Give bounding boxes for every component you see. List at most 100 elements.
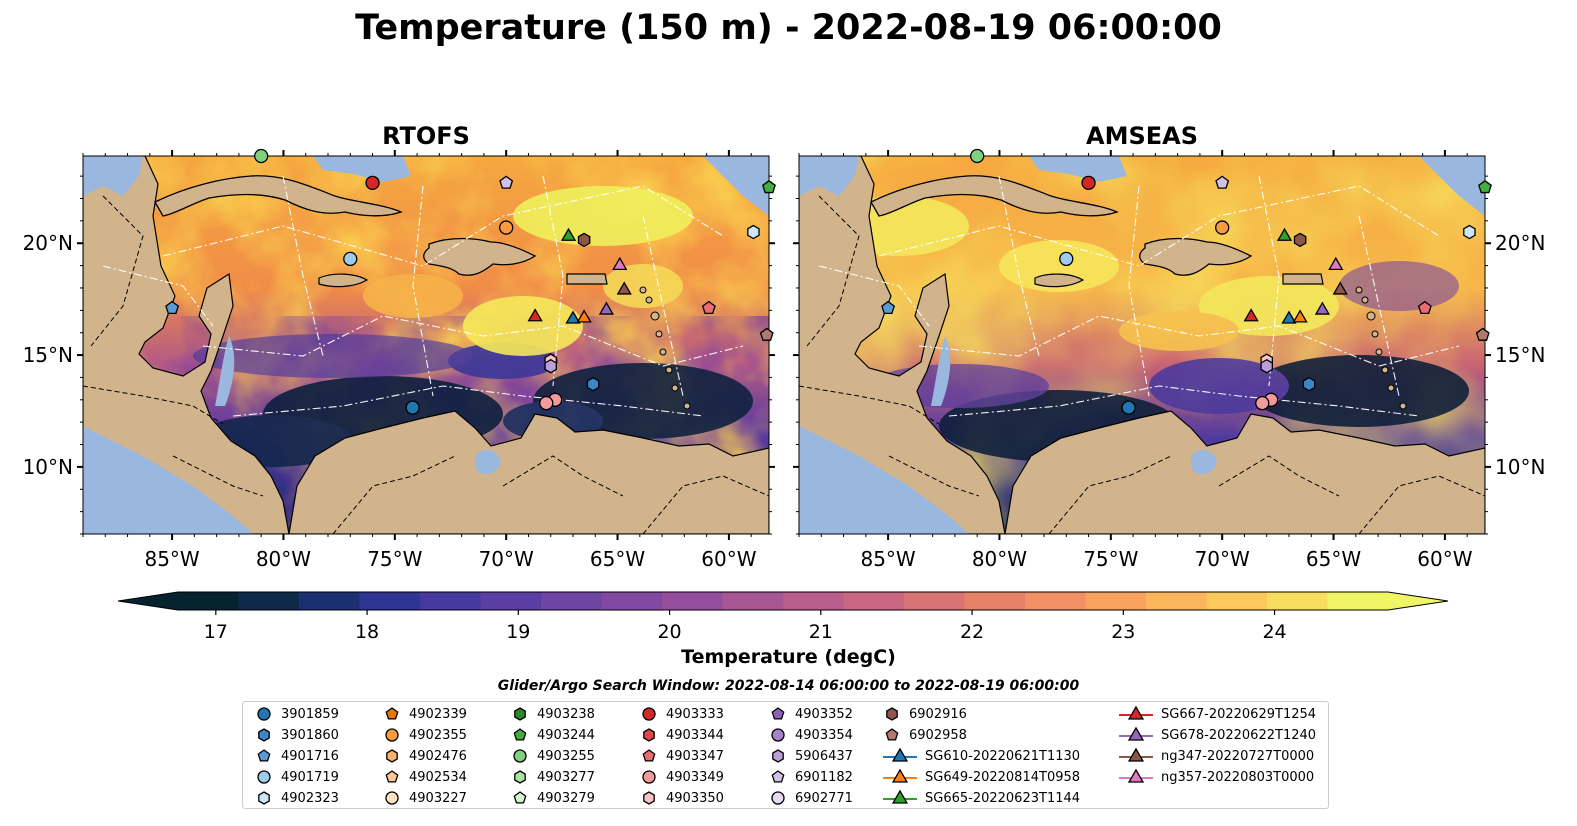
legend-label: 4902534 [409, 769, 467, 785]
legend-marker-icon [385, 791, 399, 805]
colorbar-segment [783, 592, 844, 610]
map-marker-SG678-20220622T1240 [598, 301, 615, 315]
axes-layer: 85°W 80°W 75°W 70°W 65°W 60°W 20°N 15°N 10°N 85°W… [23, 150, 1545, 571]
legend-pentagon [513, 728, 527, 741]
colorbar-tick-label: 17 [204, 621, 228, 643]
colorbar-tick-label: 20 [657, 621, 681, 643]
legend-item: 4903347 [640, 746, 724, 766]
legend-marker-icon [886, 707, 898, 721]
legend-label: 4903227 [409, 790, 467, 806]
colorbar-segment [1267, 592, 1328, 610]
map-marker-4901719 [343, 251, 358, 267]
lon-tick-label: 70°W [1195, 547, 1250, 571]
legend-marker-icon [885, 728, 899, 741]
legend-item: 4902534 [383, 767, 467, 787]
map-marker-4901716 [881, 300, 896, 315]
legend-item: 4902323 [255, 788, 339, 808]
legend-label: 4901719 [281, 769, 339, 785]
map-marker-ng357-20220803T0000 [1328, 256, 1344, 270]
map-marker-4903244 [1478, 180, 1492, 194]
map-marker-4903255 [254, 148, 269, 164]
legend-triangle [891, 768, 909, 783]
legend-marker-icon [1119, 726, 1153, 741]
amseas-panel [798, 155, 1486, 535]
legend-hexagon [258, 791, 270, 805]
map-marker-4902355 [499, 220, 514, 235]
legend-label: 4903347 [666, 748, 724, 764]
lon-tick-label: 60°W [1417, 547, 1472, 571]
legend-pentagon [771, 770, 785, 783]
legend-label: 3901860 [281, 727, 339, 743]
legend-hexagon [386, 749, 398, 763]
legend-circle [385, 728, 399, 742]
legend-hexagon [643, 728, 655, 742]
colorbar-segment [1025, 592, 1086, 610]
legend-pentagon [257, 749, 271, 762]
legend-label: SG678-20220622T1240 [1161, 727, 1317, 743]
map-marker-3901860 [586, 376, 600, 392]
legend-pentagon [771, 707, 785, 720]
legend-item: 6902771 [769, 788, 853, 808]
colorbar-segment [964, 592, 1026, 610]
legend-label: SG667-20220629T1254 [1161, 706, 1317, 722]
lat-tick-label-left: 20°N [23, 231, 73, 255]
lat-tick-label-right: 10°N [1495, 455, 1545, 479]
legend-label: ng357-20220803T0000 [1161, 769, 1315, 785]
map-marker-SG678-20220622T1240 [1314, 301, 1331, 315]
map-marker-4903244 [762, 180, 776, 194]
map-marker-ng347-20220727T0000 [1332, 281, 1348, 295]
legend-item: 4903352 [769, 704, 853, 724]
map-marker-4901716 [165, 300, 180, 315]
legend-hexagon [643, 791, 655, 805]
legend-triangle [1127, 768, 1145, 783]
legend-circle [642, 770, 656, 784]
colorbar-outline [117, 591, 1449, 611]
legend-label: 4903354 [795, 727, 853, 743]
legend-item: 4901716 [255, 746, 339, 766]
legend-label: 4903238 [537, 706, 595, 722]
legend-item: SG665-20220623T1144 [883, 788, 1080, 808]
lon-tick-label: 85°W [860, 547, 915, 571]
legend-marker-icon [257, 749, 271, 762]
legend-item: 4903344 [640, 725, 724, 745]
legend-triangle [891, 747, 909, 762]
map-marker-ng357-20220803T0000 [612, 256, 628, 270]
legend-item: 5906437 [769, 746, 853, 766]
legend-item: 4903255 [511, 746, 595, 766]
colorbar-tick-label: 21 [809, 621, 833, 643]
legend-marker-icon [257, 770, 271, 784]
map-marker-SG649-20220814T0958 [576, 309, 592, 323]
legend-label: SG665-20220623T1144 [925, 790, 1081, 806]
legend-pentagon [385, 707, 399, 720]
colorbar-segment [480, 592, 542, 610]
legend-circle [771, 791, 785, 805]
legend-item: 4903350 [640, 788, 724, 808]
legend-marker-icon [883, 789, 917, 804]
legend-label: 6902771 [795, 790, 853, 806]
map-marker-6902958 [1475, 327, 1490, 341]
map-marker-6902916 [577, 232, 591, 248]
map-marker-4902323 [1463, 224, 1476, 240]
map-marker-SG667-20220629T1254 [1243, 308, 1259, 322]
colorbar-segment [601, 592, 663, 610]
legend-item: 4901719 [255, 767, 339, 787]
colorbar-segment [1206, 592, 1268, 610]
legend-label: 4903244 [537, 727, 595, 743]
map-marker-SG667-20220629T1254 [527, 308, 543, 322]
map-marker-6901182 [499, 175, 514, 189]
legend-item: 4902476 [383, 746, 467, 766]
legend-triangle [1127, 747, 1145, 762]
lat-tick-label-left: 10°N [23, 455, 73, 479]
colorbar-segment [359, 592, 421, 610]
colorbar-segment [238, 592, 300, 610]
map-marker-4903349 [1255, 396, 1270, 411]
map-marker-3901859 [405, 400, 420, 415]
legend-marker-icon [385, 728, 399, 742]
map-marker-6902958 [759, 327, 774, 341]
legend-circle [257, 707, 271, 721]
legend-item: SG678-20220622T1240 [1119, 725, 1316, 745]
colorbar-label: Temperature (degC) [681, 646, 896, 668]
lon-tick-label: 70°W [479, 547, 534, 571]
legend-item: 4903227 [383, 788, 467, 808]
legend-marker-icon [385, 770, 399, 783]
